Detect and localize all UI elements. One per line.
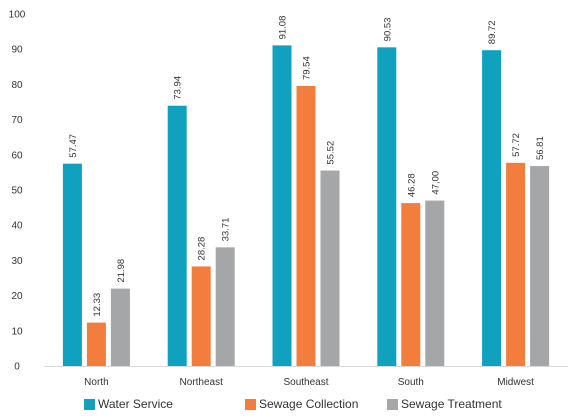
- bar-water-service: [377, 47, 397, 366]
- legend-item: Sewage Treatment: [387, 397, 502, 411]
- data-label: 57.72: [511, 133, 522, 157]
- legend-label: Sewage Treatment: [401, 397, 502, 411]
- bar-sewage-treatment: [425, 200, 445, 366]
- legend-swatch: [84, 398, 95, 410]
- data-label: 56.81: [535, 136, 546, 160]
- data-label: 89.72: [487, 20, 498, 44]
- y-tick-label: 30: [11, 256, 23, 267]
- bar-water-service: [272, 45, 292, 366]
- data-labels: 57.47 12.33 21.98 73.94 28.28 33.71 91.08 79.54…: [68, 16, 546, 317]
- bars: [62, 45, 550, 367]
- bar-sewage-treatment: [530, 166, 550, 366]
- x-category-label: North: [84, 377, 108, 388]
- legend-swatch: [245, 398, 256, 410]
- x-category-label: South: [398, 377, 424, 388]
- bar-water-service: [62, 163, 82, 366]
- y-tick-label: 80: [11, 80, 23, 91]
- bar-water-service: [482, 50, 502, 366]
- data-label: 46.28: [406, 173, 417, 197]
- data-label: 79.54: [302, 56, 313, 80]
- y-tick-label: 60: [11, 150, 23, 161]
- legend-label: Water Service: [98, 397, 173, 411]
- bar-sewage-treatment: [215, 247, 235, 366]
- x-category-label: Midwest: [497, 377, 534, 388]
- x-axis: North Northeast Southeast South Midwest: [84, 377, 534, 388]
- data-label: 91.08: [278, 16, 289, 40]
- data-label: 90.53: [382, 18, 393, 42]
- data-label: 47,00: [430, 171, 441, 195]
- y-tick-label: 20: [11, 291, 23, 302]
- y-tick-label: 90: [11, 45, 23, 56]
- bar-sewage-collection: [191, 266, 211, 366]
- x-category-label: Northeast: [180, 377, 224, 388]
- data-label: 12.33: [92, 293, 103, 317]
- data-label: 33.71: [221, 218, 232, 242]
- y-tick-label: 40: [11, 221, 23, 232]
- y-tick-label: 10: [11, 326, 23, 337]
- data-label: 28.28: [197, 237, 208, 261]
- bar-sewage-collection: [296, 86, 316, 367]
- y-tick-label: 70: [11, 115, 23, 126]
- data-label: 55.52: [326, 141, 337, 165]
- bar-sewage-treatment: [110, 288, 130, 366]
- data-label: 21.98: [116, 259, 127, 283]
- legend-item: Sewage Collection: [245, 397, 358, 411]
- bar-sewage-collection: [86, 322, 106, 366]
- bar-sewage-collection: [506, 162, 526, 366]
- legend-label: Sewage Collection: [259, 397, 359, 411]
- data-label: 57.47: [68, 134, 79, 158]
- data-label: 73.94: [173, 76, 184, 100]
- legend: Water Service Sewage Collection Sewage Tre…: [0, 397, 572, 417]
- legend-item: Water Service: [84, 397, 173, 411]
- bar-sewage-treatment: [320, 170, 340, 366]
- y-tick-label: 100: [9, 10, 26, 21]
- legend-swatch: [387, 398, 398, 410]
- bar-sewage-collection: [401, 203, 421, 366]
- bar-chart: 0 10 20 30 40 50 60 70 80 90 100 57.47 12.33 21.98 73…: [9, 10, 568, 388]
- y-tick-label: 50: [11, 186, 23, 197]
- bar-water-service: [167, 105, 187, 366]
- x-category-label: Southeast: [283, 377, 328, 388]
- y-tick-label: 0: [14, 362, 20, 373]
- y-axis: 0 10 20 30 40 50 60 70 80 90 100: [9, 10, 26, 373]
